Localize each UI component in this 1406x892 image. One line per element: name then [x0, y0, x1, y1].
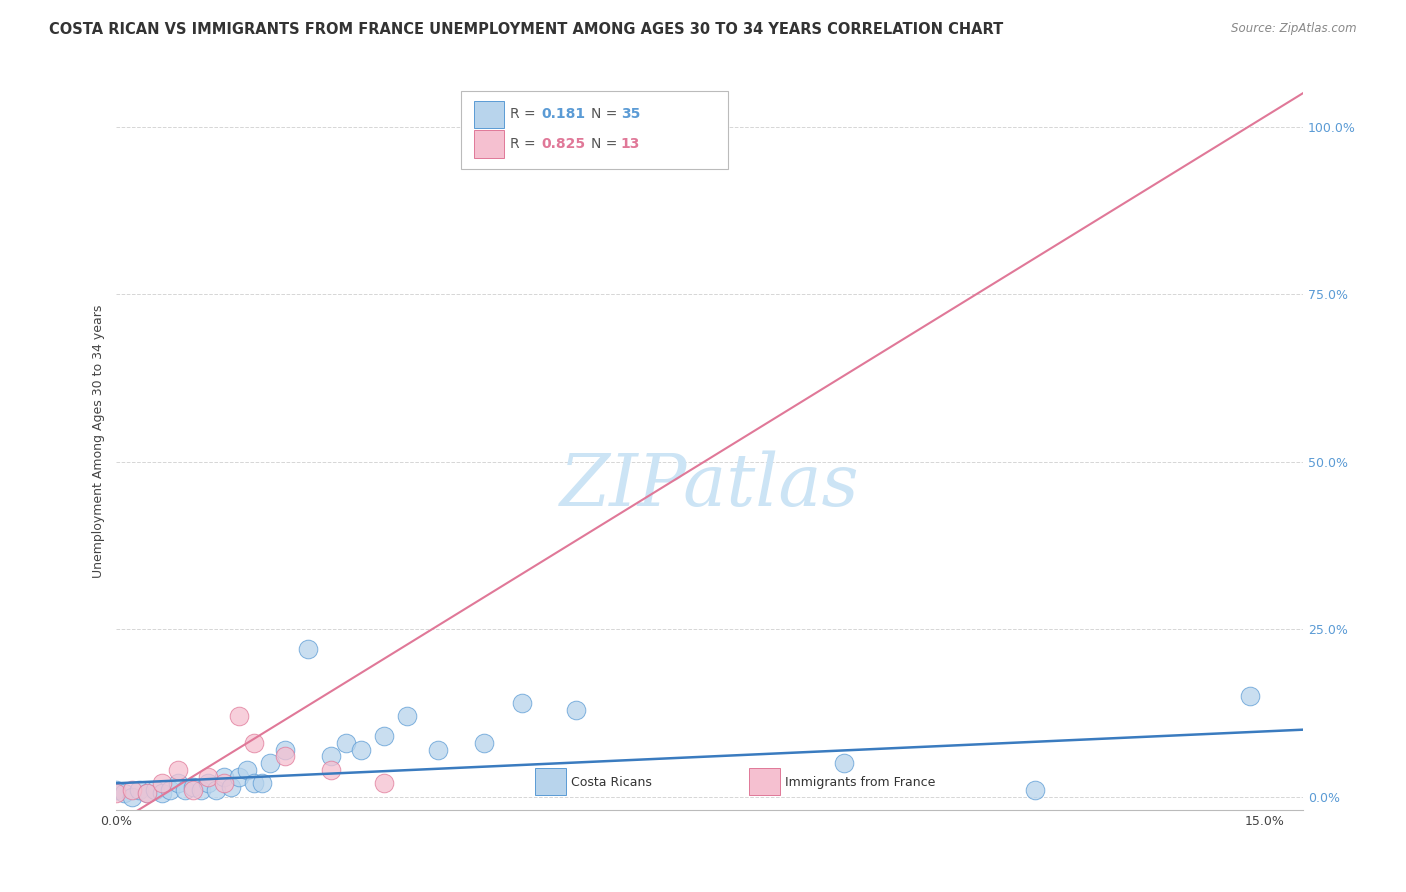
Text: 0.825: 0.825	[541, 136, 585, 151]
Text: Costa Ricans: Costa Ricans	[571, 776, 652, 789]
Point	[350, 743, 373, 757]
Point	[472, 736, 495, 750]
Text: R =: R =	[510, 107, 540, 121]
Text: 0.181: 0.181	[541, 107, 585, 121]
Text: 13: 13	[621, 136, 640, 151]
Point	[228, 709, 250, 723]
Text: N =: N =	[591, 136, 621, 151]
Point	[212, 776, 235, 790]
Point	[319, 763, 342, 777]
Text: R =: R =	[510, 136, 540, 151]
Text: N =: N =	[591, 107, 621, 121]
Point	[243, 776, 266, 790]
Text: Source: ZipAtlas.com: Source: ZipAtlas.com	[1232, 22, 1357, 36]
FancyBboxPatch shape	[749, 768, 780, 796]
Point	[181, 780, 204, 794]
Point	[205, 783, 228, 797]
Point	[136, 786, 159, 800]
Point	[150, 776, 173, 790]
Point	[274, 749, 297, 764]
Point	[197, 770, 219, 784]
Point	[143, 783, 166, 797]
Point	[250, 776, 273, 790]
Point	[510, 696, 533, 710]
Point	[105, 786, 128, 800]
Text: ZIPatlas: ZIPatlas	[560, 450, 859, 521]
Point	[159, 783, 181, 797]
Point	[565, 702, 588, 716]
Point	[121, 783, 143, 797]
Point	[274, 743, 297, 757]
Point	[235, 763, 257, 777]
Point	[105, 783, 128, 797]
Point	[190, 783, 212, 797]
Point	[297, 642, 319, 657]
Point	[335, 736, 357, 750]
Point	[136, 786, 159, 800]
Y-axis label: Unemployment Among Ages 30 to 34 years: Unemployment Among Ages 30 to 34 years	[93, 305, 105, 578]
Point	[166, 776, 188, 790]
Point	[197, 776, 219, 790]
Point	[427, 743, 450, 757]
Point	[150, 786, 173, 800]
Point	[212, 770, 235, 784]
FancyBboxPatch shape	[536, 768, 567, 796]
FancyBboxPatch shape	[474, 130, 505, 158]
Point	[259, 756, 281, 771]
Point	[219, 780, 242, 794]
Point	[373, 776, 395, 790]
Text: 35: 35	[621, 107, 640, 121]
FancyBboxPatch shape	[461, 91, 727, 169]
Point	[166, 763, 188, 777]
Point	[373, 730, 395, 744]
Text: Immigrants from France: Immigrants from France	[785, 776, 935, 789]
Point	[112, 786, 135, 800]
Point	[1024, 783, 1046, 797]
Point	[228, 770, 250, 784]
Point	[174, 783, 197, 797]
Text: COSTA RICAN VS IMMIGRANTS FROM FRANCE UNEMPLOYMENT AMONG AGES 30 TO 34 YEARS COR: COSTA RICAN VS IMMIGRANTS FROM FRANCE UN…	[49, 22, 1004, 37]
Point	[1239, 689, 1261, 703]
Point	[128, 783, 150, 797]
Point	[243, 736, 266, 750]
Point	[121, 789, 143, 804]
Point	[396, 709, 419, 723]
Point	[832, 756, 855, 771]
FancyBboxPatch shape	[474, 101, 505, 128]
Point	[181, 783, 204, 797]
Point	[319, 749, 342, 764]
